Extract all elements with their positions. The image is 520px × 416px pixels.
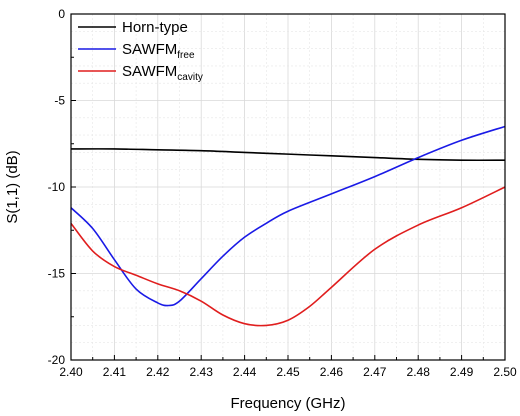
- grid: [71, 14, 505, 360]
- y-axis-title: S(1,1) (dB): [4, 150, 21, 223]
- x-tick-label: 2.40: [59, 365, 83, 379]
- x-tick-label: 2.41: [103, 365, 127, 379]
- legend-label-sawfm-cavity: SAWFMcavity: [122, 63, 203, 83]
- series-line-sawfm-free: [70, 125, 506, 307]
- x-tick-label: 2.43: [190, 365, 214, 379]
- x-tick-label: 2.47: [363, 365, 387, 379]
- y-tick-label: -20: [48, 353, 66, 367]
- series-lines: [70, 125, 506, 327]
- x-tick-label: 2.46: [320, 365, 344, 379]
- x-axis-title: Frequency (GHz): [230, 395, 345, 412]
- series-line-horn-type: [70, 148, 506, 162]
- legend-label-horn-type: Horn-type: [122, 19, 188, 36]
- y-tick-label: -10: [48, 180, 66, 194]
- x-tick-label: 2.50: [493, 365, 517, 379]
- x-tick-label: 2.48: [407, 365, 431, 379]
- series-line-sawfm-cavity: [70, 186, 506, 327]
- ticks: 2.40 2.41 2.42 2.43 2.44 2.45 2.46 2.47 2.48 2.49…: [48, 7, 517, 379]
- x-tick-label: 2.42: [146, 365, 170, 379]
- y-tick-label: -15: [48, 267, 66, 281]
- x-tick-label: 2.44: [233, 365, 257, 379]
- x-tick-label: 2.49: [450, 365, 474, 379]
- y-tick-label: 0: [58, 7, 65, 21]
- x-tick-label: 2.45: [276, 365, 300, 379]
- legend-label-sawfm-free: SAWFMfree: [122, 41, 195, 61]
- y-tick-label: -5: [54, 94, 65, 108]
